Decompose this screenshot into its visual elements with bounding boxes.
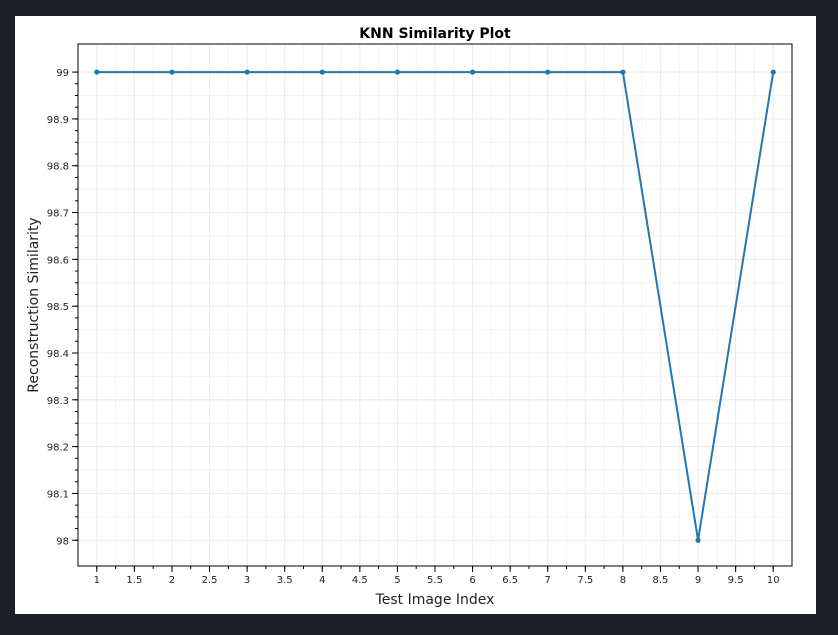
chart-title: KNN Similarity Plot [359,26,511,42]
y-tick-label: 98.9 [47,115,69,126]
x-tick-label: 9 [695,575,701,586]
series-line [96,71,775,541]
chart: 1 1.5 2 2.5 3 3.5 4 4.5 5 5.5 6 6.5 7 7.5 8 8.5 9 9.5 10 98… [26,26,793,608]
x-tick-label: 6 [469,575,475,586]
x-tick-label: 9.5 [728,575,744,586]
y-tick-label: 98.3 [47,396,69,407]
data-point [770,69,776,75]
x-tick-label: 6.5 [502,575,518,586]
data-point [244,69,250,75]
x-tick-label: 3 [244,575,250,586]
data-point [545,69,551,75]
data-point [169,69,175,75]
x-axis-label: Test Image Index [375,592,495,608]
data-point [319,69,325,75]
x-tick-label: 4 [319,575,325,586]
x-tick-label: 5 [394,575,400,586]
y-tick-label: 98.5 [47,302,69,313]
y-tick-label: 98.4 [47,349,69,360]
data-point [469,69,476,75]
y-tick-label: 98.1 [47,489,69,500]
y-tick-label: 98.8 [47,162,69,173]
plot-frame [77,43,793,567]
x-tick-label: 7.5 [577,575,593,586]
data-point [394,69,401,75]
y-tick-label: 98.2 [47,443,69,454]
data-point [695,537,701,543]
x-tick-label: 4.5 [352,575,368,586]
y-tick-label: 98.7 [47,209,69,220]
grid-layer [78,44,792,566]
data-point [94,69,100,75]
x-tick-label: 10 [767,575,780,586]
x-tick-label: 3.5 [277,575,293,586]
y-axis-label: Reconstruction Similarity [26,217,42,392]
x-tick-label: 2.5 [202,575,218,586]
series-layer [94,69,776,543]
x-tick-label: 2 [169,575,175,586]
x-tick-label: 1.5 [126,575,142,586]
x-tick-label: 8 [620,575,626,586]
x-tick-label: 1 [94,575,100,586]
y-tick-label: 99 [56,68,69,79]
data-point [620,69,626,75]
x-tick-label: 7 [545,575,551,586]
x-tick-label: 5.5 [427,575,443,586]
ticks-layer: 1 1.5 2 2.5 3 3.5 4 4.5 5 5.5 6 6.5 7 7.5 8 8.5 9 9.5 10 98… [47,68,780,586]
figure-frame: 1 1.5 2 2.5 3 3.5 4 4.5 5 5.5 6 6.5 7 7.5 8 8.5 9 9.5 10 98… [15,16,816,614]
x-tick-label: 8.5 [653,575,669,586]
y-tick-label: 98 [56,536,69,547]
y-tick-label: 98.6 [47,255,69,266]
